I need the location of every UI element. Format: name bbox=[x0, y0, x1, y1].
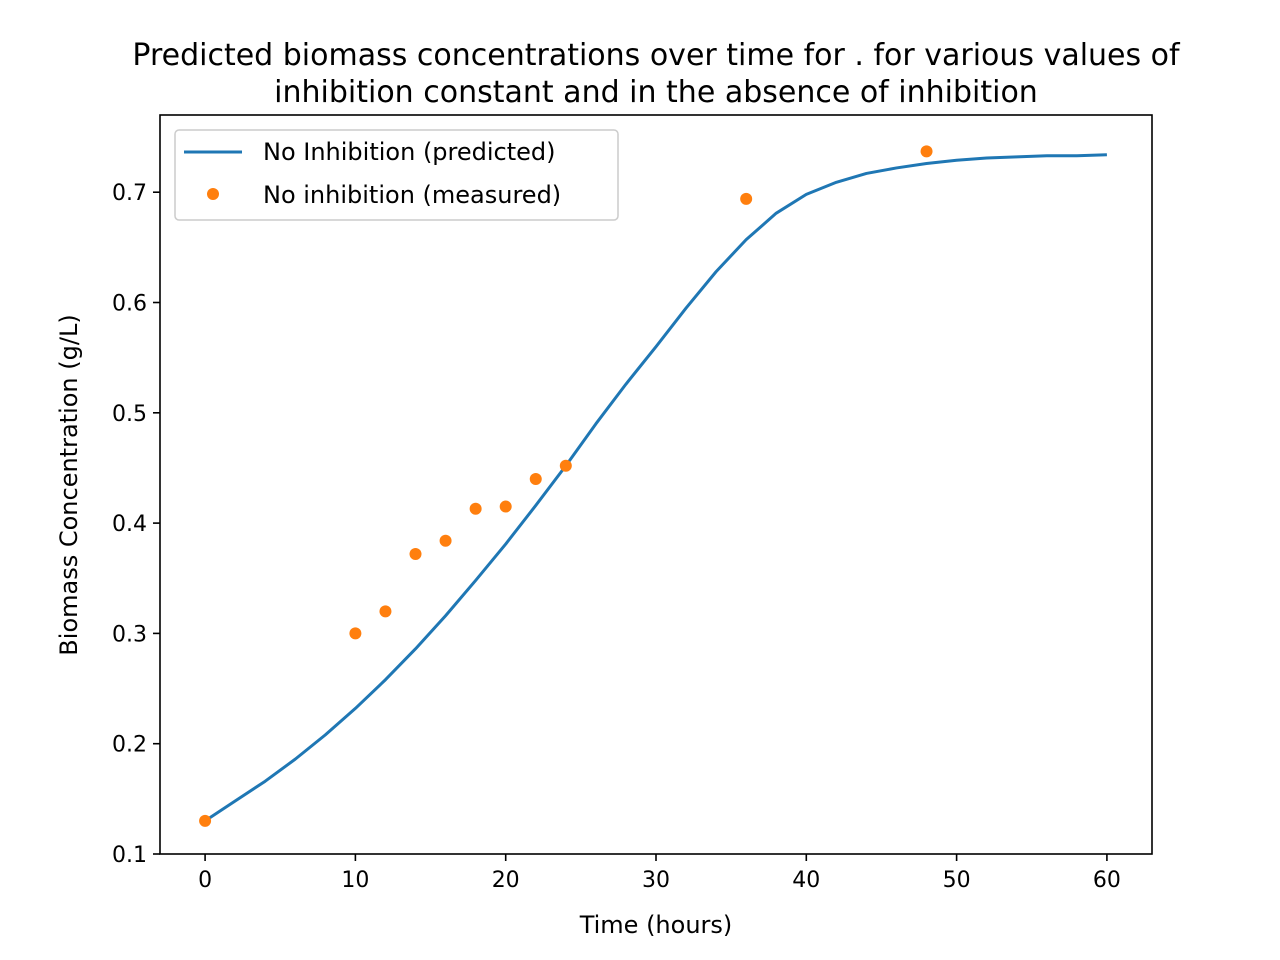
data-point-measured bbox=[559, 459, 572, 472]
data-point-measured bbox=[469, 502, 482, 515]
data-point-measured bbox=[199, 814, 212, 827]
chart-title-line-1: Predicted biomass concentrations over ti… bbox=[132, 38, 1181, 73]
legend-label-predicted: No Inhibition (predicted) bbox=[263, 138, 556, 166]
x-tick-label: 0 bbox=[198, 868, 212, 893]
data-point-measured bbox=[499, 500, 512, 513]
y-tick-label: 0.7 bbox=[112, 181, 147, 206]
data-point-measured bbox=[379, 605, 392, 618]
y-axis: 0.1 0.2 0.3 0.4 0.5 0.6 0.7 bbox=[112, 181, 160, 868]
legend-dot-swatch bbox=[207, 188, 219, 200]
y-tick-label: 0.2 bbox=[112, 733, 147, 758]
y-tick-label: 0.1 bbox=[112, 843, 147, 868]
y-axis-label: Biomass Concentration (g/L) bbox=[55, 314, 83, 655]
y-tick-label: 0.4 bbox=[112, 512, 147, 537]
data-point-measured bbox=[529, 472, 542, 485]
plot-frame bbox=[159, 114, 1153, 855]
data-point-measured bbox=[409, 547, 422, 560]
x-tick-label: 40 bbox=[792, 868, 820, 893]
data-point-measured bbox=[439, 534, 452, 547]
legend: No Inhibition (predicted) No inhibition … bbox=[174, 129, 619, 221]
y-tick-label: 0.5 bbox=[112, 402, 147, 427]
y-tick-label: 0.6 bbox=[112, 292, 147, 317]
legend-frame bbox=[174, 129, 619, 221]
series-line-predicted bbox=[204, 153, 1107, 823]
data-point-measured bbox=[349, 627, 362, 640]
plot-area bbox=[159, 114, 1153, 855]
series-layer bbox=[199, 145, 1107, 827]
x-tick-label: 20 bbox=[492, 868, 520, 893]
x-tick-label: 30 bbox=[642, 868, 670, 893]
x-axis-label: Time (hours) bbox=[579, 911, 733, 939]
chart-title-line-2: inhibition constant and in the absence o… bbox=[274, 75, 1038, 110]
x-tick-label: 10 bbox=[341, 868, 369, 893]
x-axis: 0 10 20 30 40 50 60 bbox=[198, 854, 1121, 893]
data-point-measured bbox=[920, 145, 933, 158]
legend-label-measured: No inhibition (measured) bbox=[263, 181, 561, 209]
y-tick-label: 0.3 bbox=[112, 622, 147, 647]
data-point-measured bbox=[740, 192, 753, 205]
x-tick-label: 50 bbox=[943, 868, 971, 893]
x-tick-label: 60 bbox=[1093, 868, 1121, 893]
